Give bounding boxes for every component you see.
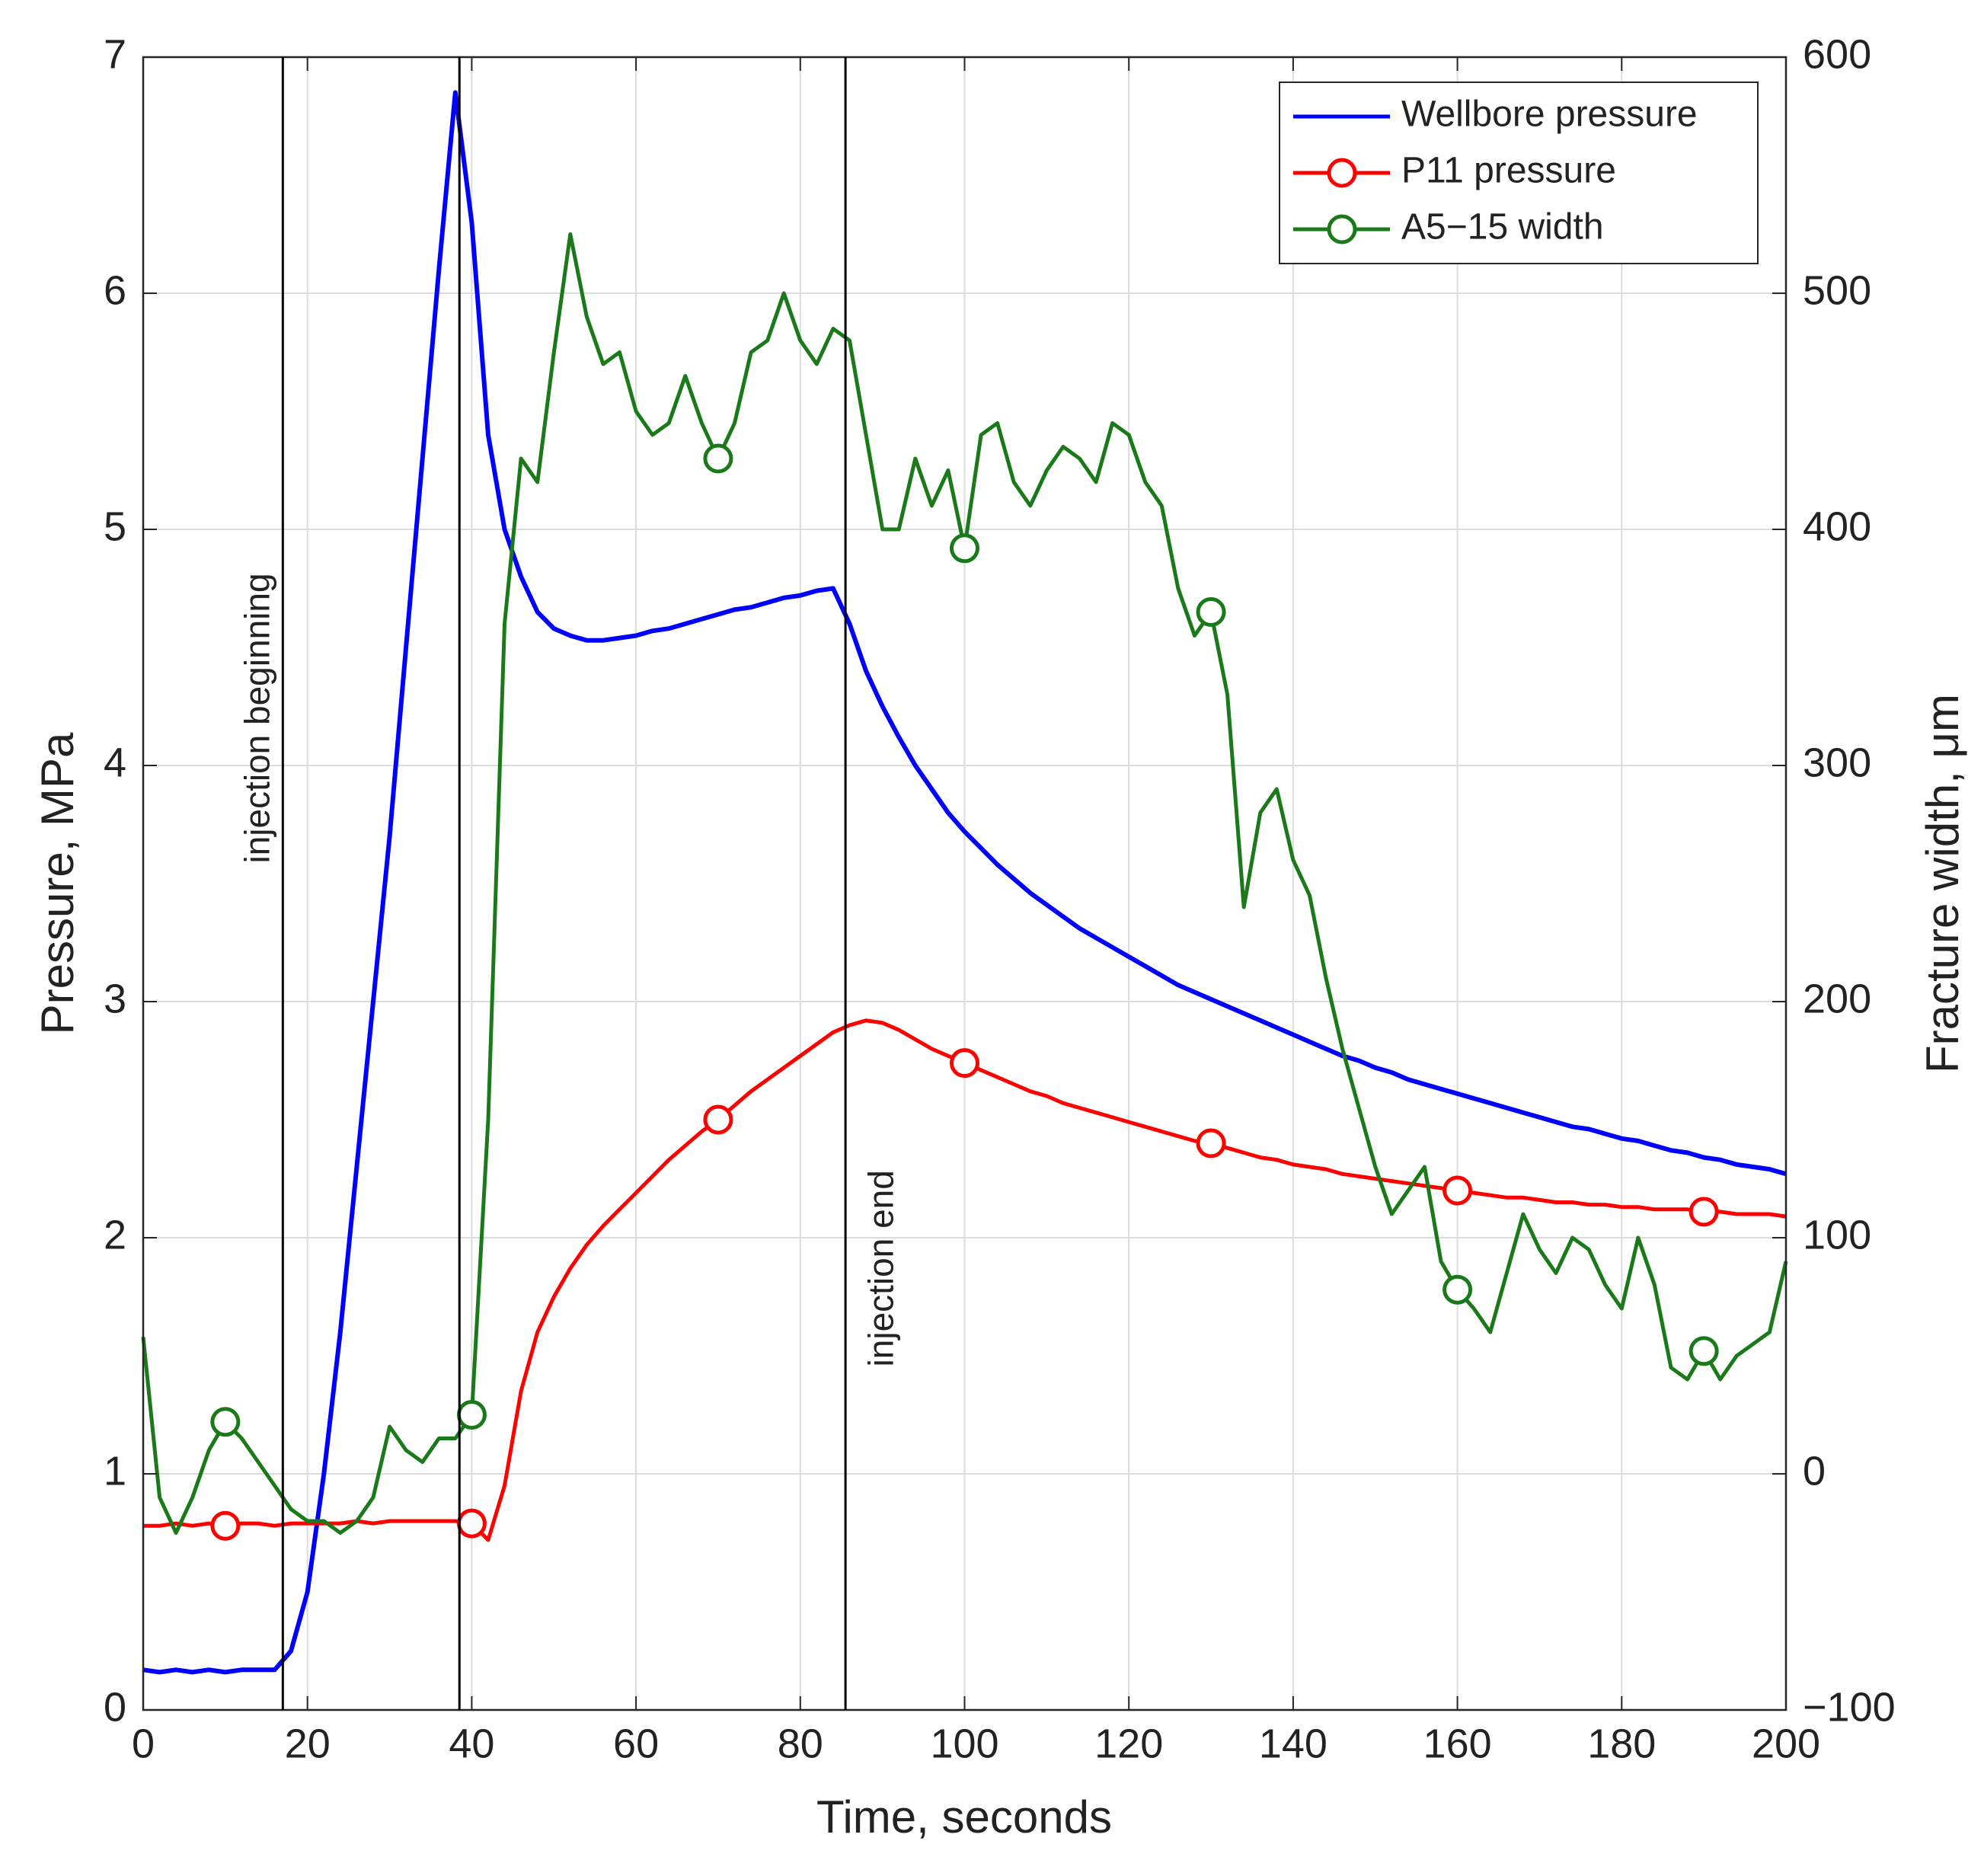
y-tick-label: 2 — [104, 1212, 126, 1258]
x-tick-label: 180 — [1587, 1721, 1656, 1766]
annotation: injection end — [861, 1170, 900, 1366]
x-tick-label: 60 — [613, 1721, 659, 1766]
annotation: injection beginning — [238, 573, 277, 863]
legend-label: P11 pressure — [1401, 151, 1616, 191]
y-tick-label: 4 — [104, 740, 126, 785]
y-tick-label: 3 — [104, 976, 126, 1021]
series-marker — [1688, 1336, 1719, 1366]
plot-area — [141, 90, 1788, 1675]
legend-label: A5−15 width — [1401, 207, 1604, 248]
series-marker — [1442, 1274, 1473, 1305]
y2-tick-label: 100 — [1803, 1212, 1871, 1258]
series-marker — [950, 1048, 979, 1079]
x-tick-label: 80 — [778, 1721, 823, 1766]
series-marker — [950, 533, 979, 564]
series-marker — [1196, 1128, 1226, 1159]
y-tick-label: 7 — [104, 31, 126, 77]
series-marker — [1442, 1175, 1473, 1206]
x-tick-label: 0 — [132, 1721, 155, 1766]
x-tick-label: 160 — [1423, 1721, 1492, 1766]
y2-axis-label: Fracture width, μm — [1917, 694, 1968, 1073]
y2-tick-label: 400 — [1803, 503, 1871, 549]
legend-label: Wellbore pressure — [1401, 94, 1698, 135]
y-tick-label: 0 — [104, 1684, 126, 1730]
series-marker — [456, 1400, 487, 1430]
series-line — [142, 90, 1787, 1675]
legend-marker — [1327, 214, 1357, 244]
x-tick-label: 200 — [1752, 1721, 1820, 1766]
x-tick-label: 20 — [285, 1721, 331, 1766]
x-tick-label: 120 — [1094, 1721, 1163, 1766]
series-marker — [703, 443, 733, 474]
y2-tick-label: −100 — [1803, 1684, 1896, 1730]
y-tick-label: 1 — [104, 1448, 126, 1494]
y2-tick-label: 200 — [1803, 976, 1871, 1021]
axes-box — [142, 56, 1788, 1711]
series-marker — [210, 1407, 241, 1437]
series-marker — [1196, 597, 1226, 627]
y-axis-label: Pressure, MPa — [32, 732, 83, 1034]
series-marker — [210, 1510, 241, 1541]
series-marker — [456, 1508, 487, 1539]
legend-marker — [1327, 158, 1357, 188]
y2-tick-label: 0 — [1803, 1448, 1826, 1494]
x-axis-label: Time, seconds — [816, 1791, 1112, 1842]
y-tick-label: 6 — [104, 267, 126, 313]
series-marker — [703, 1104, 733, 1135]
y2-tick-label: 300 — [1803, 740, 1871, 785]
y2-tick-label: 600 — [1803, 31, 1871, 77]
x-tick-label: 100 — [930, 1721, 998, 1766]
legend: Wellbore pressure P11 pressure A5−15 width — [1279, 81, 1759, 264]
y-tick-label: 5 — [104, 503, 126, 549]
x-tick-label: 40 — [449, 1721, 494, 1766]
series-marker — [1688, 1197, 1719, 1227]
x-tick-label: 140 — [1259, 1721, 1327, 1766]
y2-tick-label: 500 — [1803, 267, 1871, 313]
